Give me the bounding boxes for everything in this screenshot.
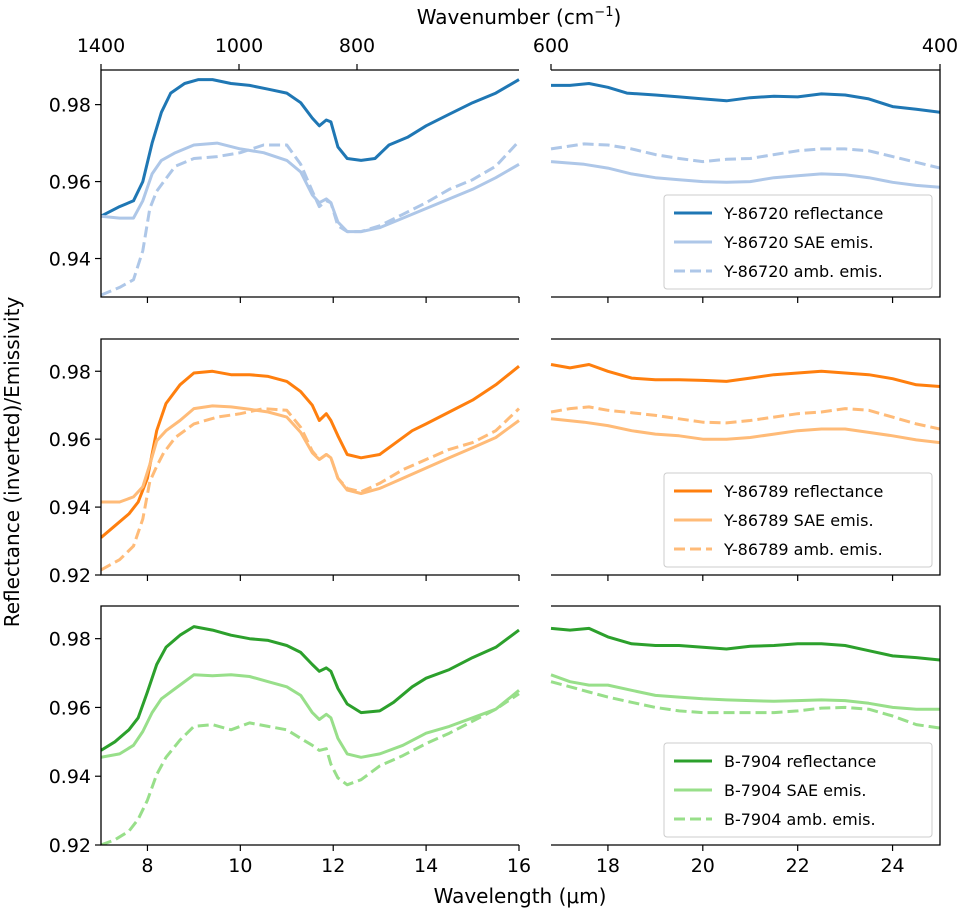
x-tick-label: 24 [880,855,904,877]
series-line [101,673,520,759]
axes-frame-right [551,338,941,576]
top-tick-label: 1000 [215,35,263,57]
y-tick-label: 0.98 [49,629,91,651]
top-tick-label: 800 [339,35,375,57]
x-tick-label: 18 [596,855,620,877]
legend-label: Y-86789 amb. emis. [723,540,883,559]
legend-label: B-7904 SAE emis. [724,781,866,800]
legend-box [663,742,933,838]
x-tick-label: 12 [321,855,345,877]
legend-label: Y-86789 SAE emis. [723,511,874,530]
legend-label: B-7904 reflectance [724,752,876,771]
axes-frame-right [551,69,941,298]
series-line [101,692,520,845]
series-line [550,363,940,388]
series-line [550,142,940,170]
series-line [101,625,520,752]
x-axis-label: Wavelength (μm) [434,884,607,908]
y-tick-label: 0.96 [49,697,91,719]
top-axis-label: Wavenumber (cm−1) [417,5,622,29]
legend-box [663,472,933,568]
legend-label: Y-86720 amb. emis. [723,262,883,281]
axes-frame-left [100,69,519,298]
axes-frame-left [100,605,519,846]
panel-y-86720: 0.94 0.96 0.98 Y-86720 reflectance Y-86720 S… [49,69,941,303]
series-line [550,405,940,431]
y-tick-label: 0.98 [49,95,91,117]
legend-label: Y-86789 reflectance [723,482,883,501]
series-line [550,680,940,730]
series-line [101,404,520,504]
series-line [550,160,940,189]
top-axis-ticks: 1400 1000 800 600 400 [77,35,958,70]
panel-b-7904: 0.92 0.94 0.96 0.98 8 10 12 14 16 18 20 22 24 B-7904 … [49,605,941,877]
y-tick-label: 0.92 [49,835,91,857]
legend: B-7904 reflectance B-7904 SAE emis. B-7904… [663,742,933,838]
legend-label: Y-86720 SAE emis. [723,233,874,252]
x-tick-label: 14 [414,855,438,877]
x-tick-label: 10 [228,855,252,877]
legend-label: B-7904 amb. emis. [724,810,876,829]
series-line [101,365,520,539]
y-tick-label: 0.94 [49,766,91,788]
series-line [551,82,940,114]
series-line [101,141,520,234]
top-tick-label: 1400 [77,35,125,57]
y-axis-label: Reflectance (inverted)/Emissivity [0,297,24,628]
y-tick-label: 0.94 [49,249,91,271]
legend: Y-86789 reflectance Y-86789 SAE emis. Y-86… [663,472,933,568]
legend-label: Y-86720 reflectance [723,204,883,223]
x-tick-label: 20 [691,855,715,877]
legend-box [663,194,933,290]
x-tick-label: 22 [786,855,810,877]
y-tick-label: 0.96 [49,172,91,194]
y-tick-label: 0.96 [49,429,91,451]
axes-frame-right [551,605,941,846]
panels: 0.94 0.96 0.98 Y-86720 reflectance Y-86720 S… [49,69,941,877]
series-line [550,626,940,662]
series-line [101,140,521,297]
series-line [101,407,521,572]
series-line [550,673,940,711]
y-tick-label: 0.92 [49,565,91,587]
x-tick-label: 8 [141,855,153,877]
series-line [101,78,520,218]
legend: Y-86720 reflectance Y-86720 SAE emis. Y-86… [663,194,933,290]
y-tick-label: 0.94 [49,497,91,519]
top-tick-label: 400 [922,35,958,57]
panel-y-86789: 0.920.940.960.98Y-86789 reflectanceY-867… [49,338,941,587]
x-tick-label: 16 [507,855,531,877]
axes-frame-left [100,338,519,576]
series-line [550,417,940,445]
top-tick-label: 600 [533,35,569,57]
y-tick-label: 0.98 [49,361,91,383]
